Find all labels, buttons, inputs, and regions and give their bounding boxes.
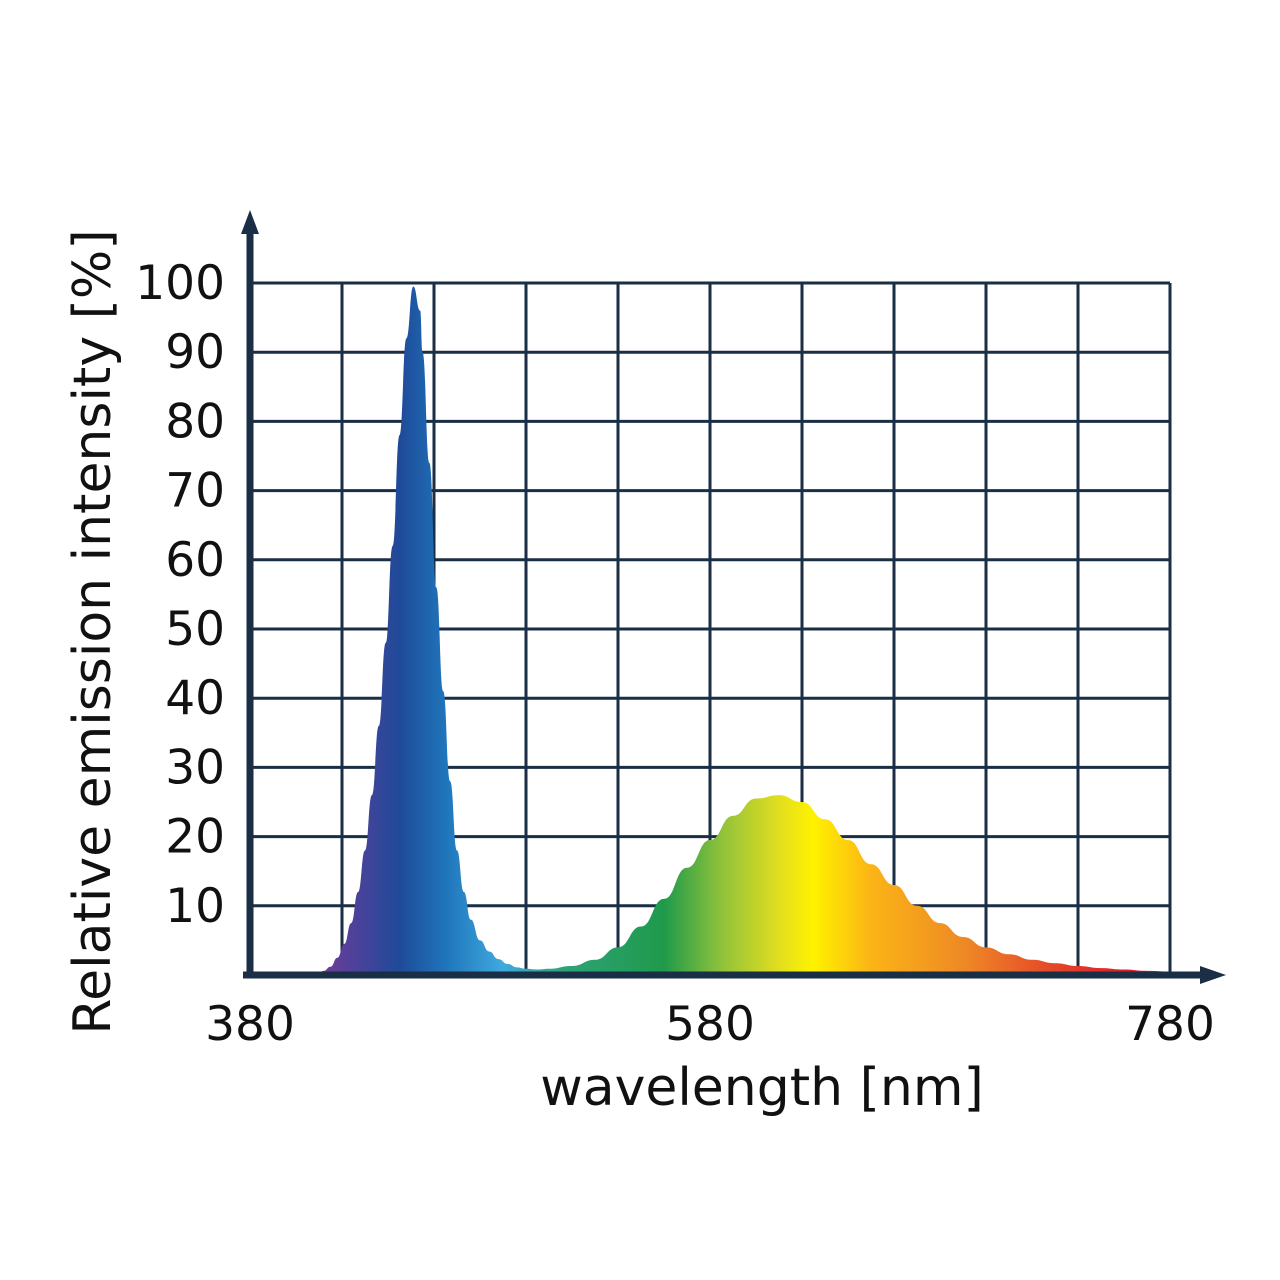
y-tick-label: 50 bbox=[165, 602, 225, 657]
y-tick-label: 80 bbox=[165, 394, 225, 449]
x-tick-label: 780 bbox=[1125, 997, 1215, 1052]
y-tick-label: 70 bbox=[165, 464, 225, 519]
y-tick-label: 30 bbox=[165, 740, 225, 795]
y-tick-labels: 10 20 30 40 50 60 70 80 90 100 bbox=[135, 256, 225, 934]
y-tick-label: 40 bbox=[165, 671, 225, 726]
y-tick-label: 100 bbox=[135, 256, 225, 311]
y-tick-label: 90 bbox=[165, 325, 225, 380]
x-tick-label: 380 bbox=[205, 997, 295, 1052]
x-axis-arrowhead bbox=[1200, 966, 1226, 984]
y-tick-label: 20 bbox=[165, 810, 225, 865]
y-tick-label: 10 bbox=[165, 879, 225, 934]
x-tick-label: 580 bbox=[665, 997, 755, 1052]
y-axis-title: Relative emission intensity [%] bbox=[63, 229, 123, 1034]
x-tick-labels: 380 580 780 bbox=[205, 997, 1215, 1052]
axes bbox=[241, 210, 1226, 984]
spectrum-area bbox=[250, 286, 1170, 976]
y-tick-label: 60 bbox=[165, 533, 225, 588]
y-axis-arrowhead bbox=[241, 210, 259, 234]
x-axis-title: wavelength [nm] bbox=[540, 1058, 984, 1118]
